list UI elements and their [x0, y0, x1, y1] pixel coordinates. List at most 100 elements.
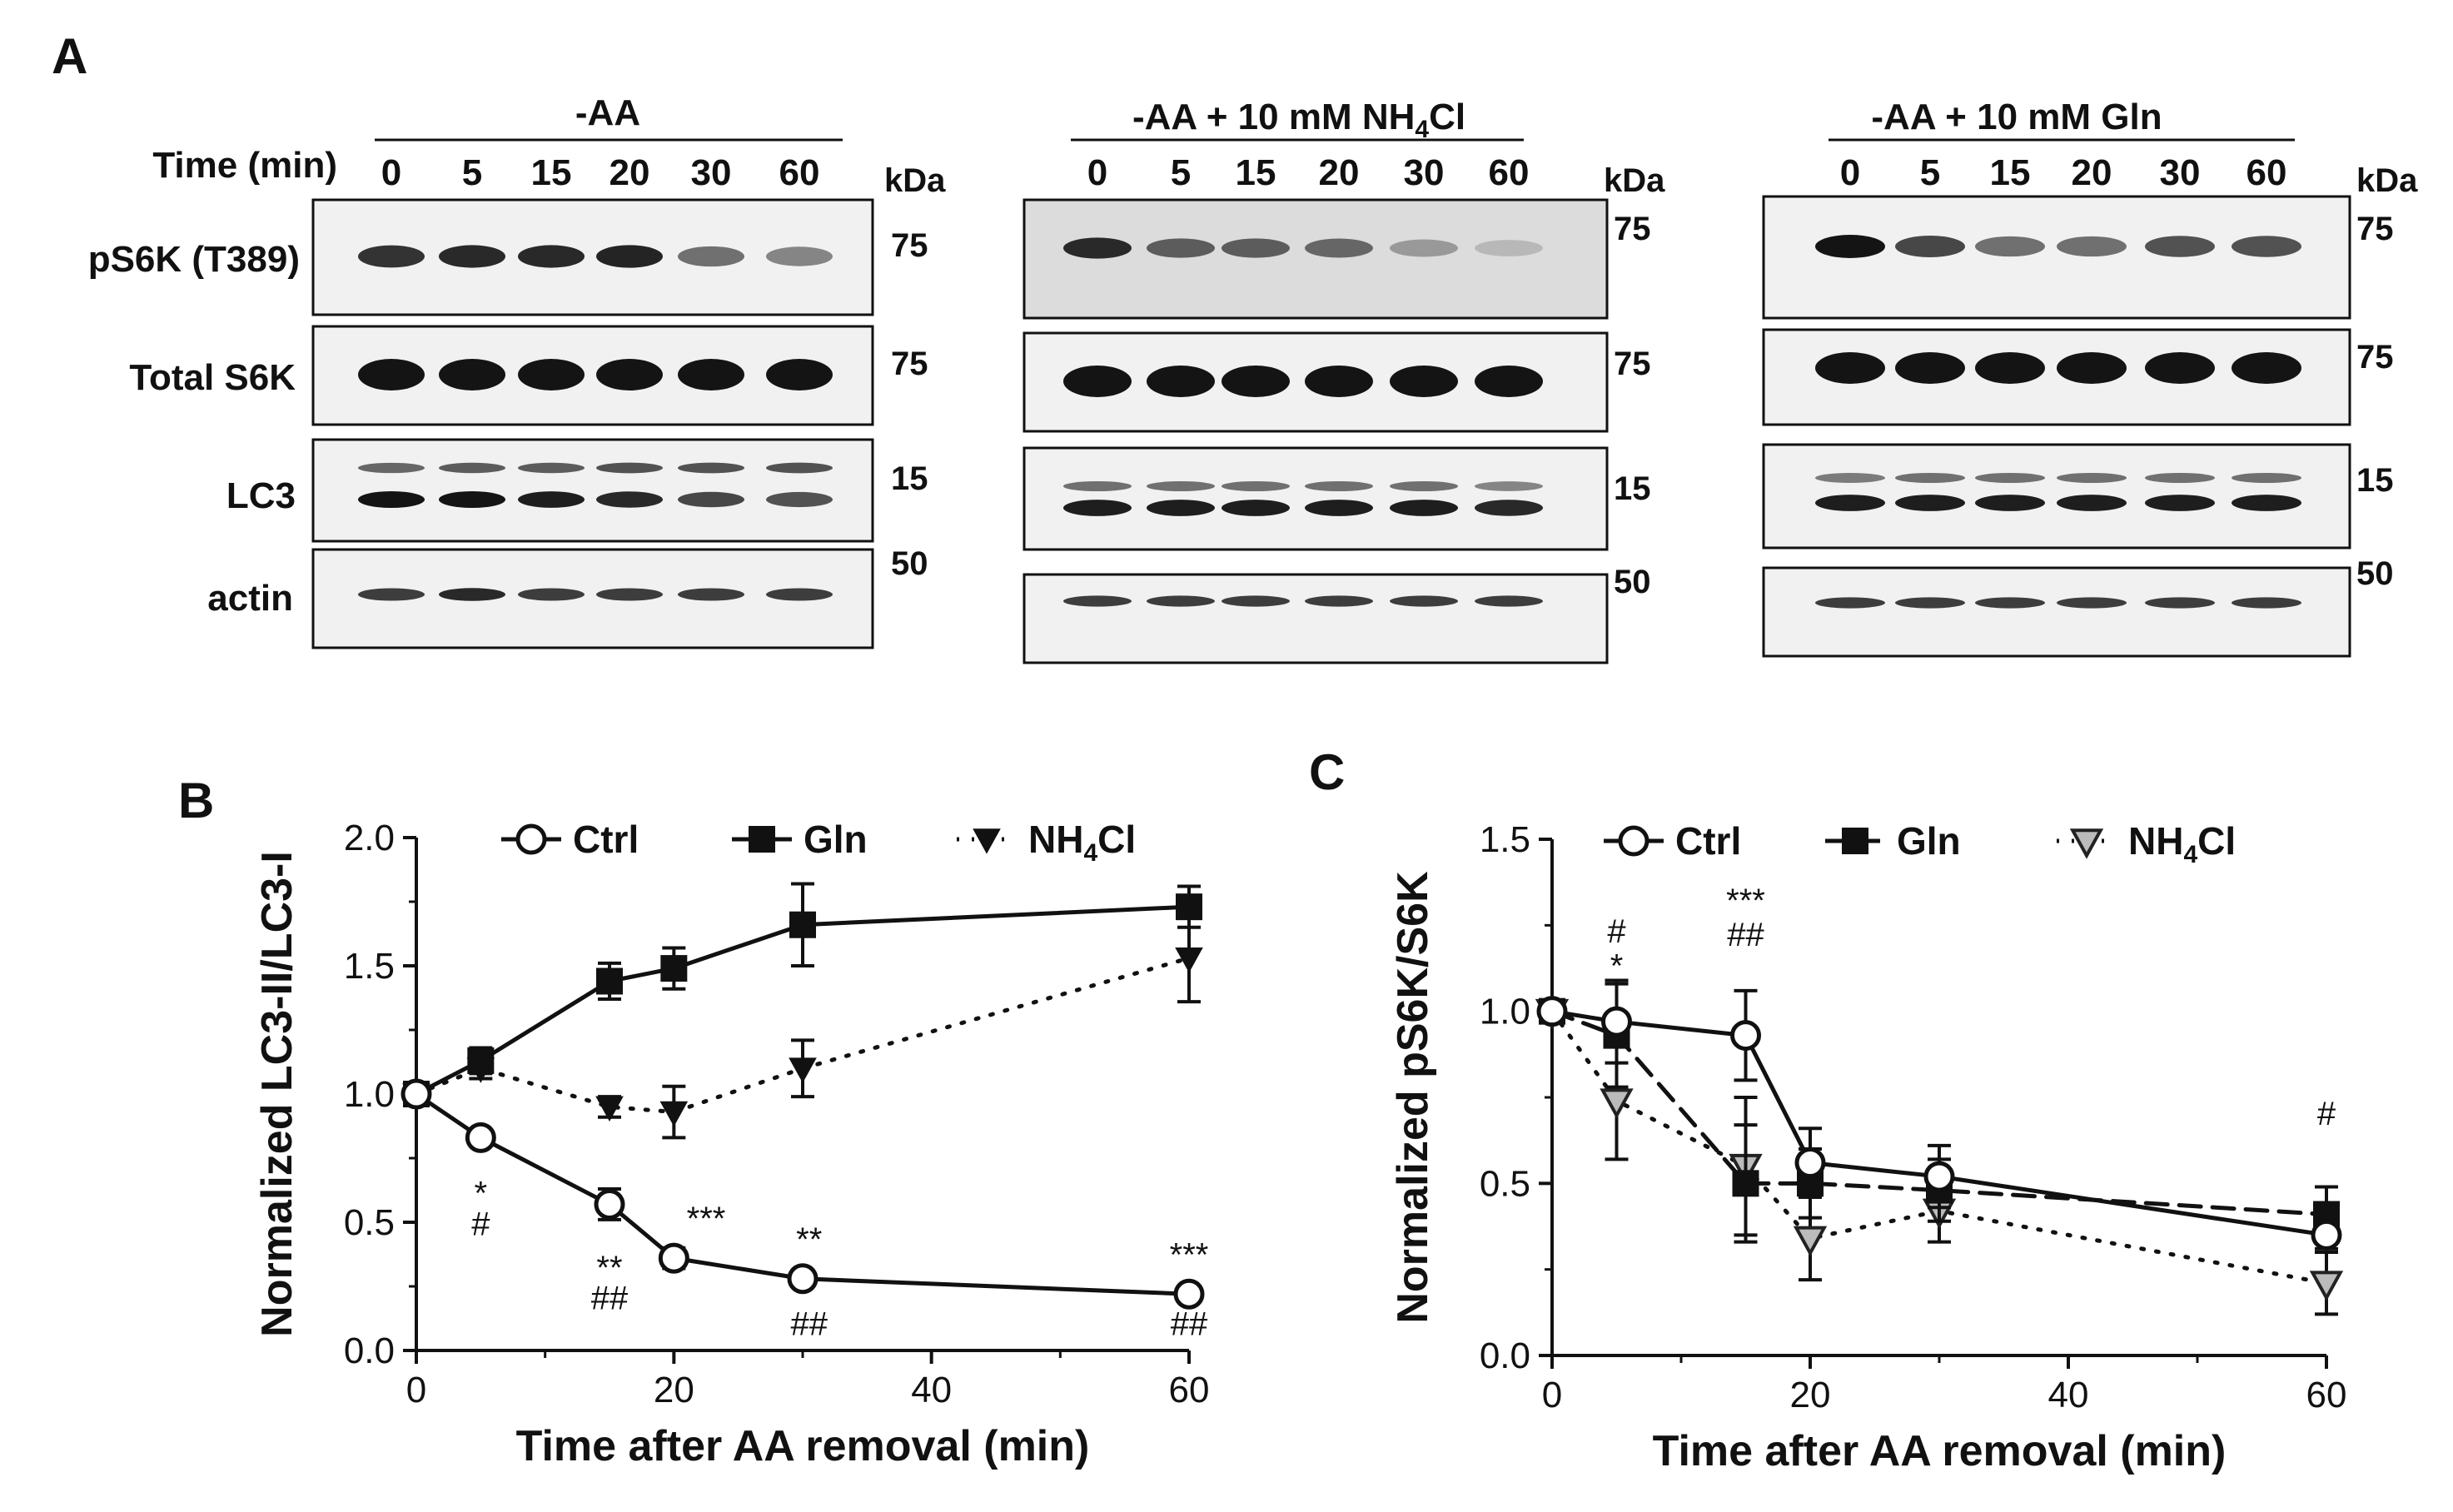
- blot-band: [596, 359, 663, 390]
- marker-label: 75: [2356, 211, 2394, 247]
- blot-band: [678, 359, 744, 390]
- blot-band: [1222, 595, 1290, 607]
- blot-band: [358, 359, 425, 390]
- data-point: [658, 1242, 689, 1274]
- row-label-ps6k: pS6K (T389): [88, 239, 300, 280]
- lane-label: 15: [531, 152, 572, 193]
- blot-band: [1147, 366, 1215, 397]
- data-point: [1600, 1088, 1634, 1119]
- lane-label: 5: [1171, 152, 1191, 193]
- blot-band: [1305, 480, 1373, 492]
- blot-band: [1975, 495, 2045, 511]
- blot-band: [1475, 595, 1543, 607]
- x-tick-label: 0: [406, 1370, 426, 1410]
- significance-mark: ##: [790, 1306, 828, 1343]
- y-tick-label: 1.5: [1480, 819, 1530, 860]
- blot-band: [518, 462, 585, 474]
- blot-group-gln: -AA + 10 mM Gln 0 5 15 20 30 60 kDa 75 7…: [1762, 97, 2418, 658]
- blot-band: [2232, 472, 2301, 484]
- lane-label: 5: [1920, 152, 1940, 193]
- blot-band: [1475, 500, 1543, 516]
- blot-band: [439, 245, 505, 268]
- kda-label: kDa: [884, 162, 946, 199]
- blot-band: [2232, 236, 2301, 257]
- blot-band: [1390, 595, 1458, 607]
- marker-label: 50: [1614, 564, 1651, 600]
- lane-label: 20: [2072, 152, 2112, 193]
- blot-band: [766, 491, 833, 508]
- blot-band: [1147, 595, 1215, 607]
- blot-band: [1975, 236, 2045, 257]
- significance-mark: **: [796, 1221, 822, 1258]
- blot-band: [766, 246, 833, 266]
- blot-band: [1063, 595, 1132, 607]
- data-point: [2069, 828, 2104, 859]
- blot-band: [1475, 481, 1543, 491]
- blot-band: [1063, 480, 1132, 492]
- blot-band: [1147, 500, 1215, 516]
- row-label-lc3: LC3: [226, 475, 296, 516]
- data-point: [659, 1101, 689, 1127]
- blot-band: [2145, 597, 2215, 609]
- marker-label: 75: [1614, 211, 1651, 247]
- blot-band: [1222, 500, 1290, 516]
- blot-band: [2145, 495, 2215, 511]
- data-point: [1176, 893, 1202, 921]
- y-tick-label: 0.0: [344, 1330, 395, 1371]
- y-tick-label: 0.0: [1480, 1335, 1530, 1376]
- lane-label: 15: [1990, 152, 2031, 193]
- kda-label: kDa: [2356, 162, 2418, 199]
- blot-band: [518, 588, 585, 601]
- significance-mark: #: [471, 1206, 490, 1242]
- x-tick-label: 0: [1542, 1375, 1562, 1415]
- data-point: [1923, 1161, 1955, 1192]
- blot-band: [678, 462, 744, 474]
- x-tick-label: 20: [1790, 1375, 1831, 1415]
- y-tick-label: 1.0: [344, 1074, 395, 1115]
- significance-mark: ##: [1727, 917, 1764, 953]
- y-tick-label: 1.0: [1480, 992, 1530, 1032]
- blot-band: [518, 491, 585, 508]
- y-tick-label: 0.5: [1480, 1163, 1530, 1204]
- blot-title-gln: -AA + 10 mM Gln: [1871, 97, 2162, 137]
- x-tick-label: 20: [654, 1370, 694, 1410]
- blot-band: [1147, 238, 1215, 258]
- marker-label: 75: [2356, 339, 2394, 376]
- blot-band: [2057, 472, 2127, 484]
- blot-band: [1147, 480, 1215, 492]
- data-point: [401, 1078, 432, 1110]
- x-tick-label: 40: [2048, 1375, 2089, 1415]
- significance-mark: *: [475, 1175, 488, 1211]
- data-point: [789, 1057, 817, 1083]
- blot-band: [1975, 472, 2045, 484]
- blot-band: [596, 491, 663, 508]
- data-point: [660, 955, 688, 982]
- series-ctrl: [401, 1078, 1205, 1310]
- significance-mark: ***: [1170, 1236, 1209, 1273]
- blot-band: [358, 245, 425, 268]
- blot-band: [1475, 240, 1543, 256]
- kda-label: kDa: [1604, 162, 1665, 199]
- significance-mark: *: [1610, 947, 1624, 984]
- y-tick-label: 2.0: [344, 818, 395, 858]
- significance-mark: ##: [1171, 1306, 1208, 1343]
- marker-label: 50: [891, 545, 928, 582]
- blot-band: [1975, 597, 2045, 609]
- lane-label: 5: [462, 152, 482, 193]
- data-point: [787, 1263, 818, 1295]
- blot-band: [1815, 235, 1885, 258]
- x-axis-label: Time after AA removal (min): [1653, 1427, 2227, 1475]
- panel-label-a: A: [52, 28, 87, 84]
- significance-mark: ***: [687, 1201, 726, 1237]
- blot-box-actin: [1022, 573, 1609, 664]
- data-point: [1536, 996, 1568, 1027]
- lane-label: 30: [691, 152, 732, 193]
- blot-band: [766, 588, 833, 601]
- blot-band: [678, 491, 744, 508]
- bands-group-nh4cl: [1063, 237, 1543, 607]
- blot-band: [596, 588, 663, 601]
- legend-label: Ctrl: [1675, 819, 1741, 863]
- blot-band: [1305, 238, 1373, 258]
- series-ctrl: [1536, 978, 2342, 1251]
- data-point: [789, 911, 816, 938]
